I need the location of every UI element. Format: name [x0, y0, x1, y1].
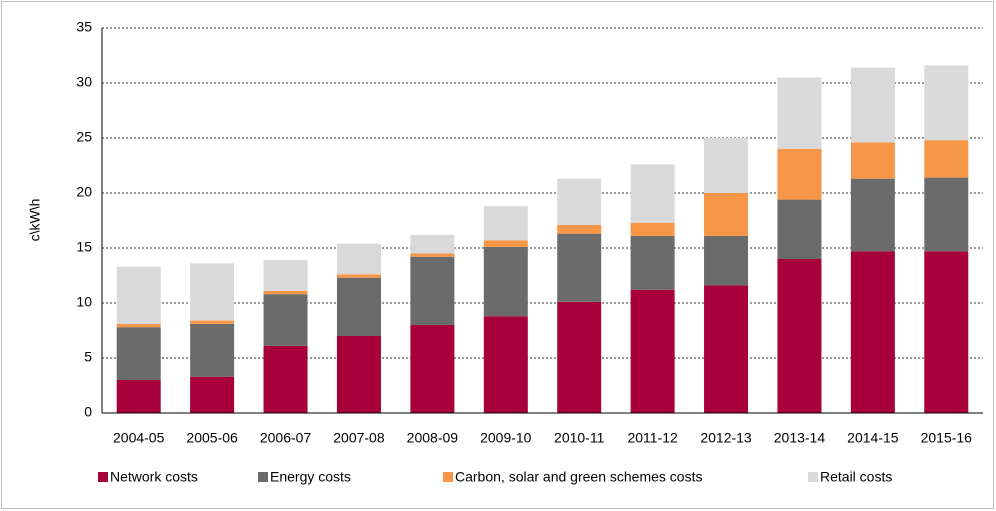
bar-segment: [116, 327, 161, 380]
bar-segment: [190, 263, 235, 321]
bar-segment: [483, 316, 528, 413]
bar-segment: [263, 290, 308, 295]
y-axis-label: c\kW\h: [27, 199, 43, 242]
x-tick-label: 2008-09: [407, 430, 459, 446]
bar-segment: [777, 149, 822, 200]
bar-segment: [116, 323, 161, 328]
x-tick-label: 2009-10: [480, 430, 532, 446]
y-tick-label: 30: [76, 74, 92, 90]
x-tick-label: 2005-06: [186, 430, 238, 446]
bar-segment: [924, 177, 969, 252]
y-tick-label: 35: [76, 19, 92, 35]
bar-segment: [630, 164, 675, 223]
bar-segment: [263, 294, 308, 346]
bar-segment: [704, 235, 749, 286]
x-tick-label: 2006-07: [260, 430, 312, 446]
legend-label: Energy costs: [270, 469, 351, 485]
bar-segment: [924, 65, 969, 141]
legend-swatch: [443, 472, 453, 482]
bar-segment: [777, 259, 822, 413]
x-tick-label: 2004-05: [113, 430, 165, 446]
bar-segment: [850, 67, 895, 143]
y-tick-label: 20: [76, 184, 92, 200]
legend-label: Retail costs: [820, 469, 892, 485]
y-tick-label: 10: [76, 294, 92, 310]
bar-segment: [630, 289, 675, 413]
bar-segment: [557, 301, 602, 413]
y-tick-label: 0: [84, 404, 92, 420]
bar-segment: [483, 206, 528, 241]
legend-swatch: [808, 472, 818, 482]
bar-segment: [630, 222, 675, 236]
bar-segment: [850, 142, 895, 179]
y-tick-label: 25: [76, 129, 92, 145]
bar-segment: [336, 274, 381, 278]
bar-segment: [190, 376, 235, 413]
legend-swatch: [98, 472, 108, 482]
bar-segment: [116, 380, 161, 413]
bar-segment: [336, 336, 381, 413]
bar-segment: [483, 246, 528, 317]
bar-segment: [557, 224, 602, 234]
bar-segment: [410, 325, 455, 413]
bar-segment: [704, 138, 749, 193]
bar-segment: [924, 140, 969, 178]
x-tick-label: 2013-14: [774, 430, 826, 446]
bar-segment: [924, 251, 969, 413]
bar-segment: [410, 253, 455, 257]
x-tick-label: 2011-12: [627, 430, 678, 446]
y-tick-label: 15: [76, 239, 92, 255]
bar-segment: [483, 240, 528, 247]
bar-segment: [557, 178, 602, 225]
bar-segment: [777, 77, 822, 149]
x-tick-label: 2007-08: [333, 430, 385, 446]
x-tick-label: 2012-13: [700, 430, 752, 446]
bar-segment: [704, 285, 749, 413]
y-tick-label: 5: [84, 349, 92, 365]
bar-segment: [263, 260, 308, 291]
bar-segment: [850, 178, 895, 252]
bar-segment: [116, 266, 161, 324]
legend-label: Network costs: [110, 469, 198, 485]
bar-segment: [190, 320, 235, 324]
bar-segment: [263, 345, 308, 413]
legend-label: Carbon, solar and green schemes costs: [455, 469, 702, 485]
legend-swatch: [258, 472, 268, 482]
bar-segment: [850, 251, 895, 413]
x-tick-label: 2015-16: [921, 430, 973, 446]
x-tick-label: 2014-15: [847, 430, 899, 446]
bar-segment: [336, 277, 381, 336]
bar-segment: [630, 235, 675, 290]
bar-segment: [410, 234, 455, 254]
x-tick-label: 2010-11: [554, 430, 605, 446]
bar-segment: [704, 193, 749, 236]
bar-segment: [410, 256, 455, 325]
bar-segment: [557, 233, 602, 302]
bar-segment: [336, 243, 381, 275]
bar-segment: [777, 199, 822, 259]
bar-segment: [190, 323, 235, 377]
